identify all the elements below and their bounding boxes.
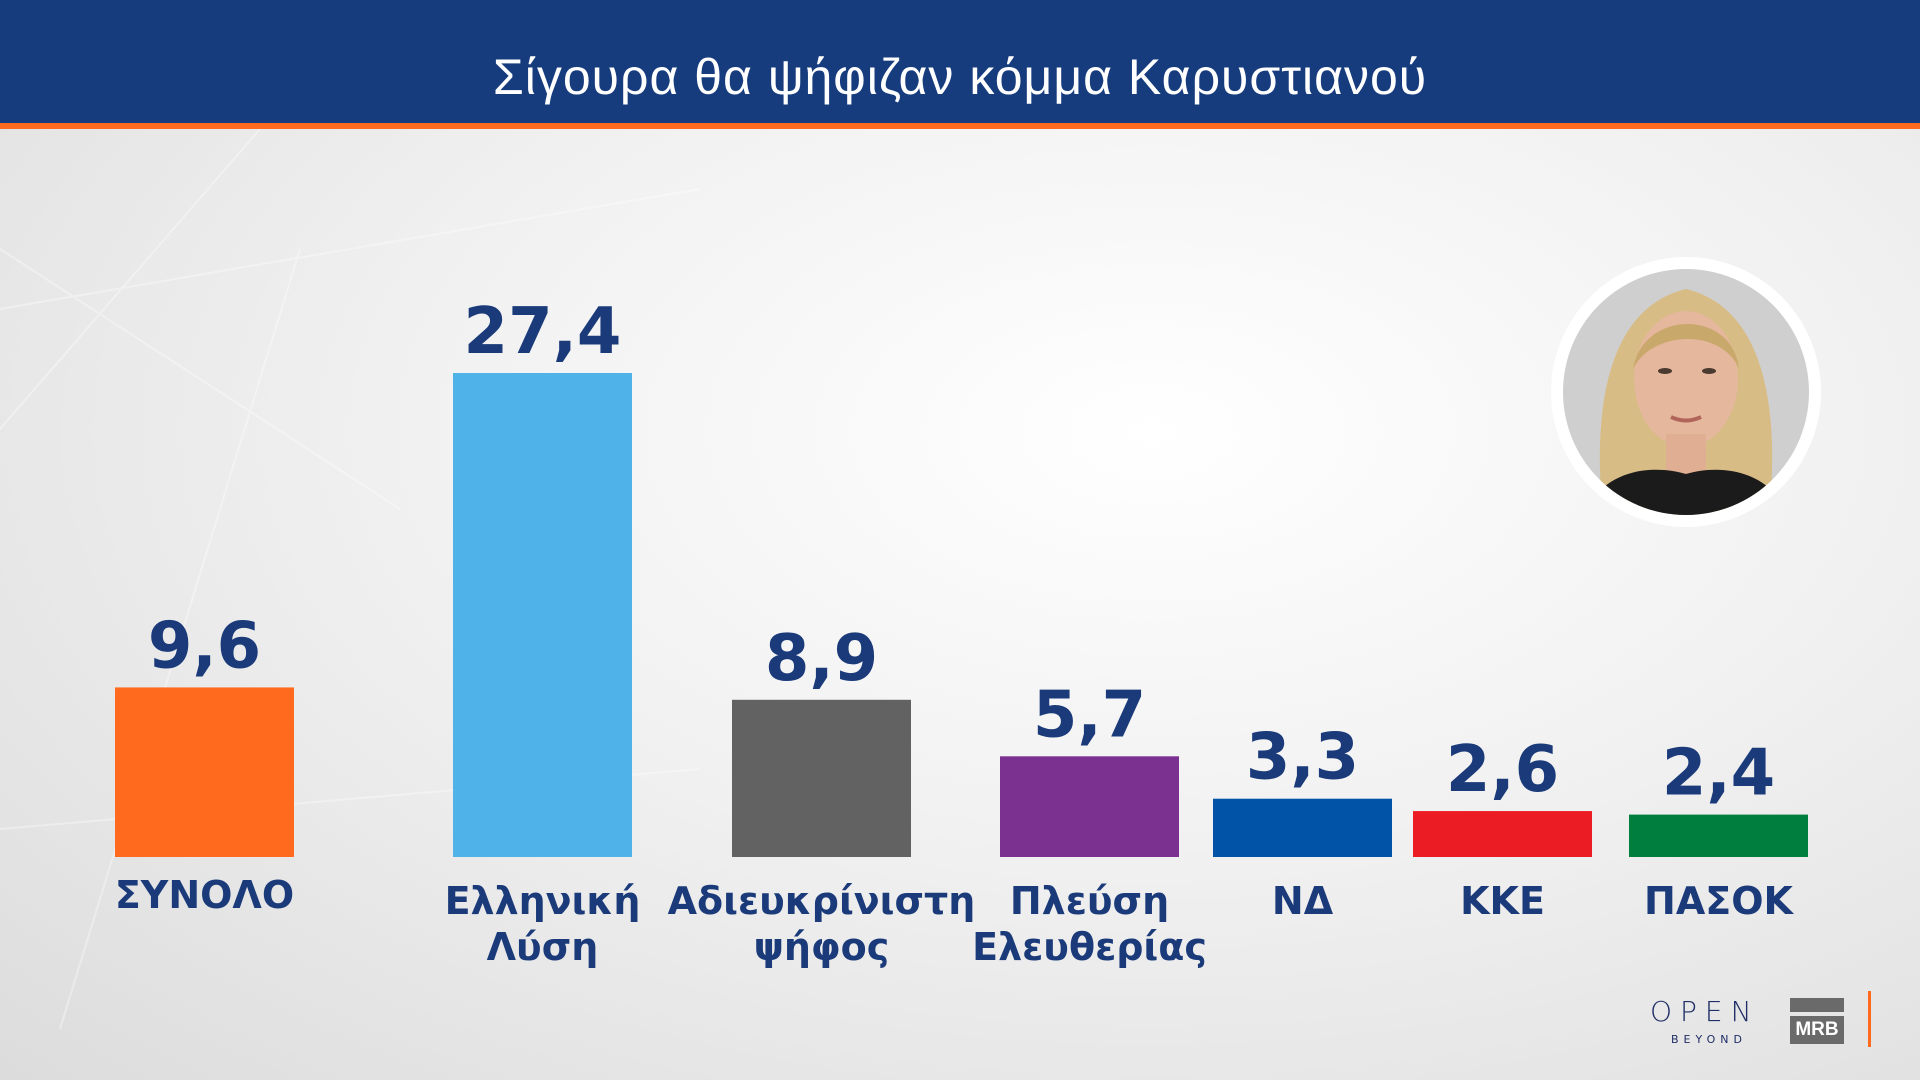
bar — [453, 373, 632, 857]
value-label: 9,6 — [148, 609, 261, 683]
bar — [1213, 798, 1392, 857]
value-label: 2,4 — [1662, 737, 1775, 811]
category-label: Ελευθερίας — [972, 925, 1207, 969]
bar — [1413, 811, 1592, 857]
mrb-logo: MRB — [1790, 1016, 1844, 1044]
mrb-logo-bar — [1790, 998, 1844, 1012]
category-label: ΠΑΣΟΚ — [1644, 879, 1794, 923]
category-label: Ελληνική — [445, 879, 641, 923]
category-label: Πλεύση — [1010, 879, 1169, 923]
bar — [1000, 756, 1179, 857]
value-label: 27,4 — [464, 295, 622, 369]
value-label: 8,9 — [765, 622, 878, 696]
category-label: Αδιευκρίνιστη — [668, 879, 976, 923]
bar — [732, 699, 911, 857]
category-label: ψήφος — [754, 925, 890, 969]
chart-title: Σίγουρα θα ψήφιζαν κόμμα Καρυστιανού — [492, 49, 1428, 105]
open-logo-subtitle: BEYOND — [1671, 1033, 1747, 1046]
value-label: 2,6 — [1446, 733, 1559, 807]
logo-divider — [1868, 991, 1871, 1047]
category-label: Λύση — [487, 925, 599, 969]
header-accent-line — [0, 123, 1920, 129]
category-label: ΚΚΕ — [1460, 879, 1545, 923]
bar — [115, 687, 294, 857]
bar — [1629, 814, 1808, 857]
category-label: ΣΥΝΟΛΟ — [115, 873, 294, 917]
value-label: 3,3 — [1246, 721, 1359, 795]
header-bar — [0, 0, 1920, 124]
open-logo: OPEN — [1650, 995, 1760, 1028]
category-label: ΝΔ — [1272, 879, 1334, 923]
person-photo — [1551, 257, 1821, 527]
value-label: 5,7 — [1033, 678, 1146, 752]
